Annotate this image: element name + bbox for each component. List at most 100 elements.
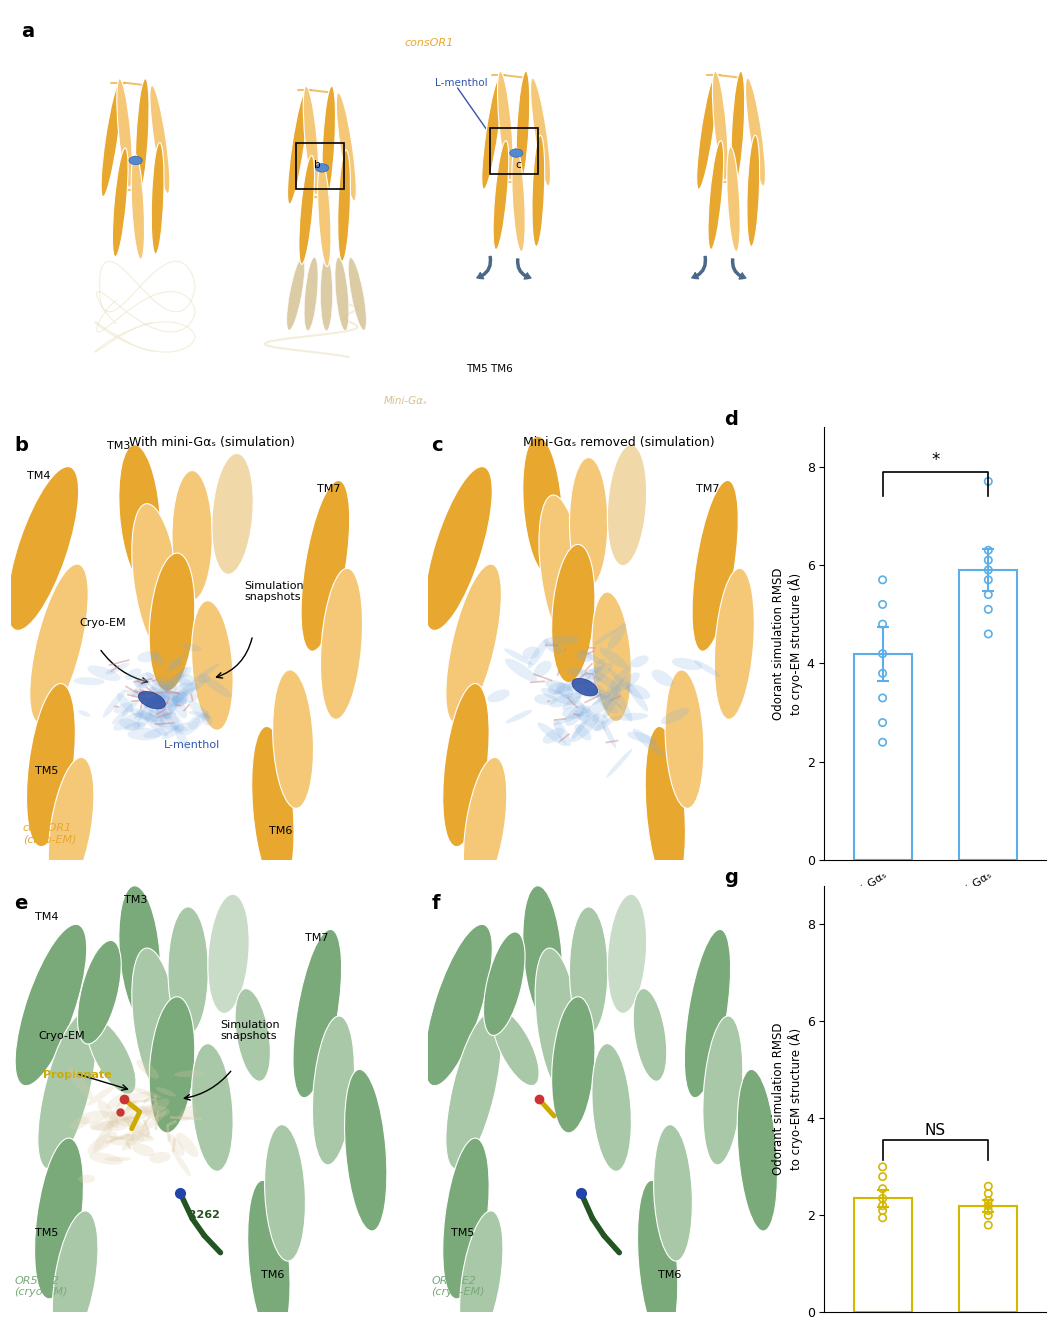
Ellipse shape — [532, 136, 544, 247]
Ellipse shape — [192, 663, 220, 682]
Ellipse shape — [132, 1144, 154, 1157]
Ellipse shape — [173, 682, 198, 694]
Ellipse shape — [731, 71, 745, 185]
Ellipse shape — [88, 1086, 115, 1105]
Text: consOR1
(cryo-EM): consOR1 (cryo-EM) — [22, 823, 76, 845]
Ellipse shape — [322, 86, 335, 199]
Ellipse shape — [504, 649, 533, 665]
Ellipse shape — [585, 667, 602, 674]
Ellipse shape — [105, 1157, 131, 1162]
Ellipse shape — [542, 728, 564, 744]
Ellipse shape — [125, 1132, 154, 1141]
Ellipse shape — [570, 907, 608, 1035]
Ellipse shape — [608, 669, 632, 694]
Text: TM5: TM5 — [35, 1228, 58, 1237]
Ellipse shape — [144, 725, 179, 739]
Ellipse shape — [303, 86, 319, 195]
Ellipse shape — [463, 757, 506, 894]
Point — [980, 559, 997, 580]
Ellipse shape — [593, 689, 608, 711]
Text: g: g — [725, 868, 739, 888]
Point — [980, 1215, 997, 1236]
Bar — [854, 654, 911, 860]
Ellipse shape — [150, 86, 170, 194]
Ellipse shape — [299, 156, 315, 264]
Ellipse shape — [523, 886, 562, 1022]
Ellipse shape — [589, 669, 622, 690]
Ellipse shape — [606, 749, 632, 778]
Ellipse shape — [78, 1175, 95, 1183]
Bar — [960, 570, 1017, 860]
Ellipse shape — [159, 677, 177, 691]
Ellipse shape — [30, 565, 88, 724]
Text: TM3: TM3 — [124, 894, 147, 905]
Ellipse shape — [134, 679, 150, 687]
Ellipse shape — [505, 658, 537, 682]
Ellipse shape — [172, 471, 212, 600]
Text: With mini-Gαₛ (simulation): With mini-Gαₛ (simulation) — [129, 435, 295, 448]
Point — [980, 584, 997, 605]
Ellipse shape — [133, 721, 146, 729]
Ellipse shape — [553, 712, 585, 725]
Ellipse shape — [288, 90, 309, 204]
Ellipse shape — [745, 78, 765, 186]
Ellipse shape — [586, 695, 613, 718]
Point — [874, 644, 891, 665]
Ellipse shape — [320, 257, 333, 331]
Ellipse shape — [167, 711, 180, 729]
Ellipse shape — [148, 695, 165, 704]
Ellipse shape — [162, 667, 188, 694]
Text: L-menthol: L-menthol — [435, 78, 488, 88]
Ellipse shape — [545, 642, 563, 654]
Ellipse shape — [630, 656, 649, 667]
Ellipse shape — [335, 257, 349, 331]
Point — [980, 539, 997, 561]
Text: d: d — [725, 410, 739, 429]
Ellipse shape — [581, 679, 606, 696]
Text: TM5 TM6: TM5 TM6 — [466, 364, 513, 375]
Ellipse shape — [202, 714, 212, 725]
Ellipse shape — [578, 706, 591, 720]
Ellipse shape — [135, 79, 149, 191]
Text: NS: NS — [925, 1122, 946, 1138]
Ellipse shape — [562, 706, 587, 719]
Ellipse shape — [161, 723, 188, 732]
Ellipse shape — [147, 710, 164, 727]
Ellipse shape — [600, 719, 616, 748]
Ellipse shape — [537, 723, 567, 747]
Ellipse shape — [122, 1129, 145, 1150]
Ellipse shape — [49, 757, 94, 894]
Ellipse shape — [88, 1132, 117, 1154]
Point — [874, 570, 891, 591]
Ellipse shape — [582, 662, 613, 687]
Ellipse shape — [173, 692, 188, 707]
Ellipse shape — [715, 568, 755, 719]
Ellipse shape — [607, 666, 631, 694]
Point — [874, 1166, 891, 1187]
Ellipse shape — [531, 78, 551, 186]
Ellipse shape — [131, 154, 145, 259]
Ellipse shape — [114, 1101, 135, 1122]
Ellipse shape — [575, 686, 595, 694]
Ellipse shape — [570, 715, 599, 743]
Ellipse shape — [171, 1148, 191, 1177]
Ellipse shape — [137, 1104, 154, 1115]
Text: OR51E2
(cryo-EM): OR51E2 (cryo-EM) — [15, 1275, 68, 1298]
Ellipse shape — [506, 710, 533, 723]
Ellipse shape — [572, 714, 591, 740]
Ellipse shape — [117, 694, 133, 712]
Ellipse shape — [151, 142, 164, 255]
Ellipse shape — [88, 666, 120, 681]
Ellipse shape — [70, 1117, 89, 1130]
Ellipse shape — [589, 689, 623, 708]
Ellipse shape — [138, 691, 165, 708]
Point — [980, 570, 997, 591]
Ellipse shape — [137, 652, 160, 662]
Ellipse shape — [692, 480, 738, 652]
Ellipse shape — [615, 673, 639, 691]
Text: TM6: TM6 — [268, 827, 292, 836]
Ellipse shape — [602, 689, 620, 719]
Ellipse shape — [168, 907, 208, 1035]
Ellipse shape — [91, 1121, 120, 1130]
Point — [980, 471, 997, 492]
